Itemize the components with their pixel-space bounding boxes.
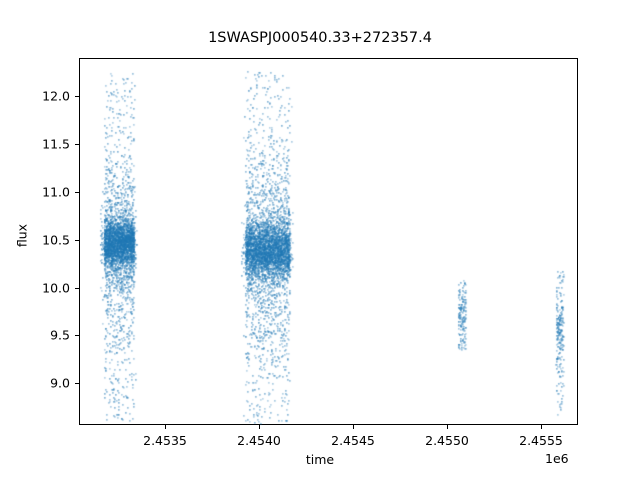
ytick-mark bbox=[75, 144, 79, 146]
ytick-label-11-0: 11.0 bbox=[42, 184, 70, 200]
xtick-label-2-4555: 2.4555 bbox=[519, 433, 563, 448]
page-title: 1SWASPJ000540.33+272357.4 bbox=[208, 30, 432, 46]
xtick-mark bbox=[447, 425, 449, 429]
ytick-label-11-5: 11.5 bbox=[42, 136, 70, 152]
ytick-label-12-0: 12.0 bbox=[42, 88, 70, 104]
ytick-label-9-5: 9.5 bbox=[50, 327, 70, 343]
ytick-label-10-0: 10.0 bbox=[42, 280, 70, 296]
plot-axes-frame bbox=[79, 58, 579, 426]
y-axis-label: flux bbox=[14, 223, 30, 248]
ytick-mark bbox=[75, 383, 79, 385]
ytick-mark bbox=[75, 335, 79, 337]
xtick-label-2-4550: 2.4550 bbox=[425, 433, 469, 448]
ytick-mark bbox=[75, 96, 79, 98]
xtick-mark bbox=[541, 425, 543, 429]
xtick-label-2-4535: 2.4535 bbox=[143, 433, 187, 448]
xtick-label-2-4540: 2.4540 bbox=[237, 433, 281, 448]
xtick-mark bbox=[353, 425, 355, 429]
ytick-label-10-5: 10.5 bbox=[42, 232, 70, 248]
x-axis-offset-text: 1e6 bbox=[545, 451, 569, 466]
ytick-mark bbox=[75, 288, 79, 290]
ytick-label-9-0: 9.0 bbox=[50, 375, 70, 391]
xtick-mark bbox=[259, 425, 261, 429]
x-axis-label: time bbox=[305, 452, 335, 467]
xtick-mark bbox=[165, 425, 167, 429]
ytick-mark bbox=[75, 192, 79, 194]
xtick-label-2-4545: 2.4545 bbox=[331, 433, 375, 448]
ytick-mark bbox=[75, 240, 79, 242]
scatter-plot-canvas bbox=[80, 59, 579, 426]
